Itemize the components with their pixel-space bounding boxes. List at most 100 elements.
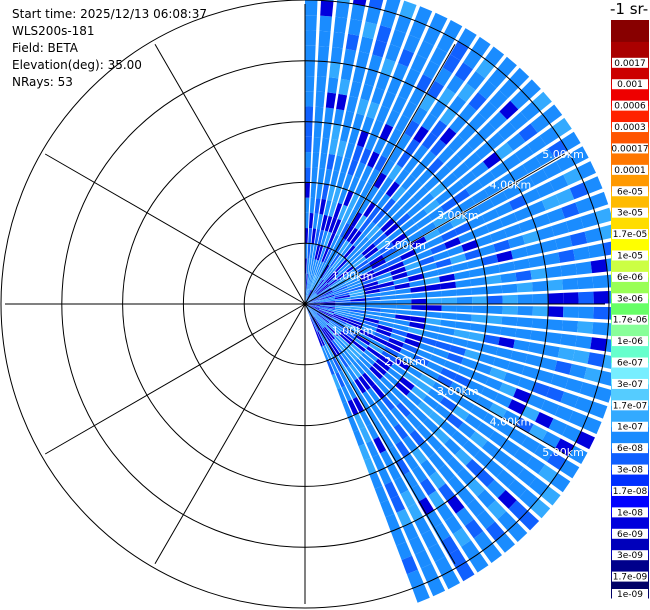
data-gate (432, 347, 449, 359)
data-gate (366, 440, 379, 458)
data-gate (418, 342, 435, 354)
data-gate (449, 381, 467, 396)
data-gate (391, 233, 407, 246)
data-gate (317, 46, 330, 62)
data-gate (361, 277, 378, 285)
colorbar-band (611, 20, 649, 42)
data-gate (419, 374, 436, 387)
data-gate (352, 0, 367, 6)
data-gate (530, 268, 547, 280)
data-gate (470, 431, 488, 448)
data-gate (490, 191, 508, 207)
data-gate (388, 337, 404, 348)
colorbar-tick-label: 0.0006 (612, 100, 648, 112)
colorbar-tick-label: 6e-09 (612, 528, 648, 540)
data-gate (540, 239, 558, 253)
data-gate (490, 229, 508, 243)
range-ring-label: 3.00km (437, 209, 479, 222)
data-gate (536, 181, 555, 198)
data-gate (320, 264, 330, 279)
data-gate (546, 207, 565, 224)
data-gate (422, 269, 439, 279)
data-gate (430, 243, 447, 255)
data-gate (393, 324, 409, 332)
data-gate (447, 475, 465, 494)
colorbar-tick-label: 3e-09 (612, 550, 648, 561)
data-gate (578, 306, 594, 319)
data-gate (468, 267, 486, 278)
data-gate (487, 295, 503, 304)
data-gate (481, 343, 498, 356)
data-gate (337, 261, 350, 274)
data-gate (463, 152, 482, 170)
data-gate (315, 314, 327, 327)
data-gate (427, 388, 444, 403)
data-gate (319, 294, 335, 300)
data-gate (311, 259, 317, 275)
data-gate (365, 307, 381, 312)
data-gate (364, 457, 377, 475)
data-gate (334, 292, 350, 298)
data-gate (387, 428, 402, 445)
data-gate (342, 401, 353, 418)
data-gate (333, 16, 348, 34)
colorbar-label-text: 1e-08 (617, 508, 643, 518)
data-gate (456, 296, 473, 304)
data-gate (408, 273, 424, 282)
data-gate (385, 44, 401, 62)
data-gate (404, 68, 421, 87)
colorbar-label-box (612, 443, 648, 454)
data-gate (309, 259, 314, 275)
range-ring-label: 1.00km (332, 270, 374, 283)
data-gate (440, 197, 458, 213)
data-gate (404, 120, 420, 138)
data-gate (305, 289, 311, 304)
data-gate (362, 221, 376, 236)
data-gate (366, 225, 380, 240)
data-gate (399, 218, 416, 232)
data-gate (440, 281, 457, 290)
data-gate (305, 304, 317, 315)
data-gate (333, 108, 345, 126)
data-gate (396, 304, 412, 310)
colorbar-label-box (612, 79, 648, 90)
data-gate (340, 63, 354, 81)
data-gate (433, 428, 450, 445)
data-gate (493, 449, 512, 468)
data-gate (542, 344, 560, 358)
data-gate (487, 305, 503, 315)
data-gate (508, 195, 527, 211)
data-gate (333, 313, 349, 321)
data-gate (457, 28, 477, 48)
colorbar-label-text: 1e-05 (617, 251, 643, 261)
data-gate (449, 115, 467, 134)
data-gate (317, 61, 328, 77)
data-gate (380, 450, 394, 467)
data-gate (311, 276, 319, 291)
data-gate (513, 339, 530, 352)
data-gate (366, 346, 381, 358)
data-gate (373, 137, 387, 155)
data-gate (329, 358, 339, 374)
colorbar-label-text: 1.7e-07 (613, 401, 648, 411)
data-gate (487, 479, 506, 499)
data-gate (365, 304, 381, 308)
data-gate (371, 258, 387, 270)
data-gate (558, 249, 576, 263)
data-gate (397, 353, 413, 365)
data-gate (350, 342, 364, 355)
data-gate (561, 202, 580, 219)
data-gate (497, 511, 517, 531)
data-gate (494, 142, 514, 160)
data-gate (326, 324, 339, 337)
data-gate (372, 209, 386, 225)
data-gate (401, 555, 418, 575)
data-gate (490, 162, 509, 179)
data-gate (397, 191, 412, 207)
data-gate (478, 353, 496, 366)
data-gate (305, 288, 308, 304)
data-gate (375, 358, 391, 372)
data-gate (324, 215, 333, 232)
data-gate (358, 375, 371, 391)
data-gate (455, 561, 475, 582)
